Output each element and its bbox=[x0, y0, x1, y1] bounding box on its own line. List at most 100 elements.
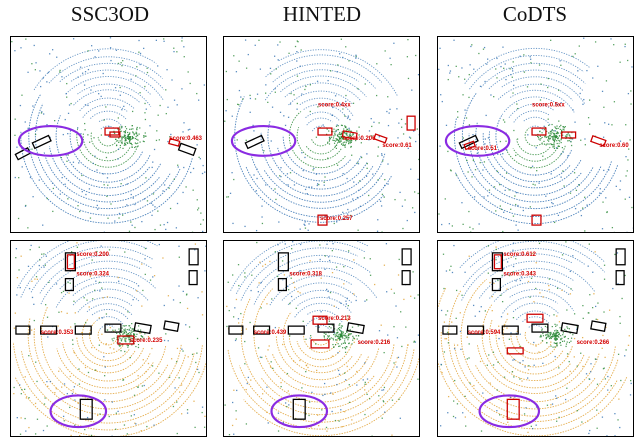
panel-r2-hinted: score:0.318 score:0.213 score:0.439 score:0… bbox=[223, 240, 420, 437]
undefined bbox=[512, 92, 514, 94]
undefined bbox=[137, 338, 139, 340]
undefined bbox=[560, 102, 562, 104]
undefined bbox=[451, 321, 453, 323]
undefined bbox=[505, 78, 507, 81]
undefined bbox=[393, 292, 395, 294]
undefined bbox=[234, 96, 385, 223]
undefined bbox=[115, 412, 117, 414]
undefined bbox=[233, 55, 235, 57]
undefined bbox=[501, 300, 504, 303]
undefined bbox=[341, 138, 344, 140]
undefined bbox=[305, 413, 307, 415]
undefined bbox=[529, 296, 531, 298]
undefined bbox=[117, 158, 119, 160]
undefined bbox=[304, 227, 307, 229]
undefined bbox=[357, 162, 359, 164]
undefined bbox=[38, 246, 40, 248]
undefined bbox=[277, 277, 288, 292]
undefined bbox=[459, 330, 462, 333]
undefined bbox=[121, 65, 123, 67]
undefined bbox=[311, 137, 332, 147]
undefined bbox=[244, 276, 246, 278]
undefined bbox=[235, 338, 237, 340]
undefined bbox=[337, 64, 339, 66]
undefined bbox=[146, 200, 149, 202]
undefined bbox=[447, 78, 449, 81]
undefined bbox=[446, 310, 449, 312]
undefined bbox=[547, 118, 549, 120]
undefined bbox=[125, 331, 127, 334]
undefined bbox=[157, 65, 159, 67]
undefined bbox=[340, 334, 342, 336]
undefined bbox=[562, 128, 564, 130]
undefined bbox=[343, 128, 345, 130]
undefined bbox=[576, 365, 578, 367]
undefined bbox=[230, 124, 297, 157]
undefined bbox=[621, 297, 623, 300]
undefined bbox=[454, 379, 456, 382]
undefined bbox=[125, 334, 127, 336]
undefined bbox=[378, 330, 381, 332]
undefined bbox=[438, 213, 440, 215]
undefined bbox=[14, 176, 16, 179]
undefined bbox=[316, 184, 318, 187]
undefined bbox=[34, 433, 37, 435]
undefined bbox=[401, 205, 404, 207]
undefined bbox=[493, 96, 495, 98]
undefined bbox=[519, 378, 521, 380]
undefined bbox=[500, 294, 502, 296]
undefined bbox=[467, 171, 469, 173]
undefined bbox=[124, 144, 126, 146]
undefined bbox=[567, 355, 569, 358]
undefined bbox=[439, 47, 441, 49]
undefined bbox=[100, 245, 102, 247]
undefined bbox=[565, 330, 567, 332]
undefined bbox=[376, 230, 379, 232]
undefined bbox=[59, 193, 61, 195]
undefined bbox=[277, 59, 279, 61]
undefined bbox=[343, 283, 345, 285]
undefined bbox=[561, 147, 563, 149]
undefined bbox=[271, 298, 273, 300]
undefined bbox=[438, 287, 628, 436]
undefined bbox=[404, 123, 407, 125]
undefined bbox=[253, 174, 255, 176]
undefined bbox=[463, 140, 476, 151]
undefined bbox=[629, 394, 632, 396]
undefined bbox=[560, 124, 562, 126]
undefined bbox=[451, 225, 453, 227]
undefined bbox=[259, 356, 262, 358]
undefined bbox=[359, 137, 362, 139]
undefined bbox=[304, 224, 306, 226]
undefined bbox=[256, 93, 259, 95]
undefined bbox=[558, 120, 560, 122]
undefined bbox=[122, 333, 124, 336]
undefined bbox=[34, 278, 36, 280]
undefined bbox=[373, 133, 388, 144]
undefined bbox=[548, 278, 551, 280]
undefined bbox=[296, 40, 298, 42]
undefined bbox=[122, 136, 124, 138]
undefined bbox=[562, 151, 564, 153]
undefined bbox=[603, 311, 605, 313]
undefined bbox=[297, 41, 299, 43]
undefined bbox=[484, 138, 487, 140]
undefined bbox=[443, 351, 446, 353]
undefined bbox=[59, 62, 165, 90]
undefined bbox=[185, 324, 187, 326]
undefined bbox=[278, 327, 280, 329]
score-label: score:0.318 bbox=[289, 272, 322, 278]
undefined bbox=[548, 134, 551, 136]
undefined bbox=[587, 312, 589, 314]
undefined bbox=[601, 228, 604, 230]
undefined bbox=[471, 44, 473, 46]
point-cloud bbox=[438, 241, 632, 436]
undefined bbox=[541, 143, 543, 145]
undefined bbox=[503, 211, 505, 213]
undefined bbox=[476, 152, 478, 155]
undefined bbox=[158, 372, 160, 374]
undefined bbox=[173, 178, 175, 180]
undefined bbox=[527, 134, 529, 136]
undefined bbox=[112, 340, 114, 342]
undefined bbox=[599, 188, 601, 190]
